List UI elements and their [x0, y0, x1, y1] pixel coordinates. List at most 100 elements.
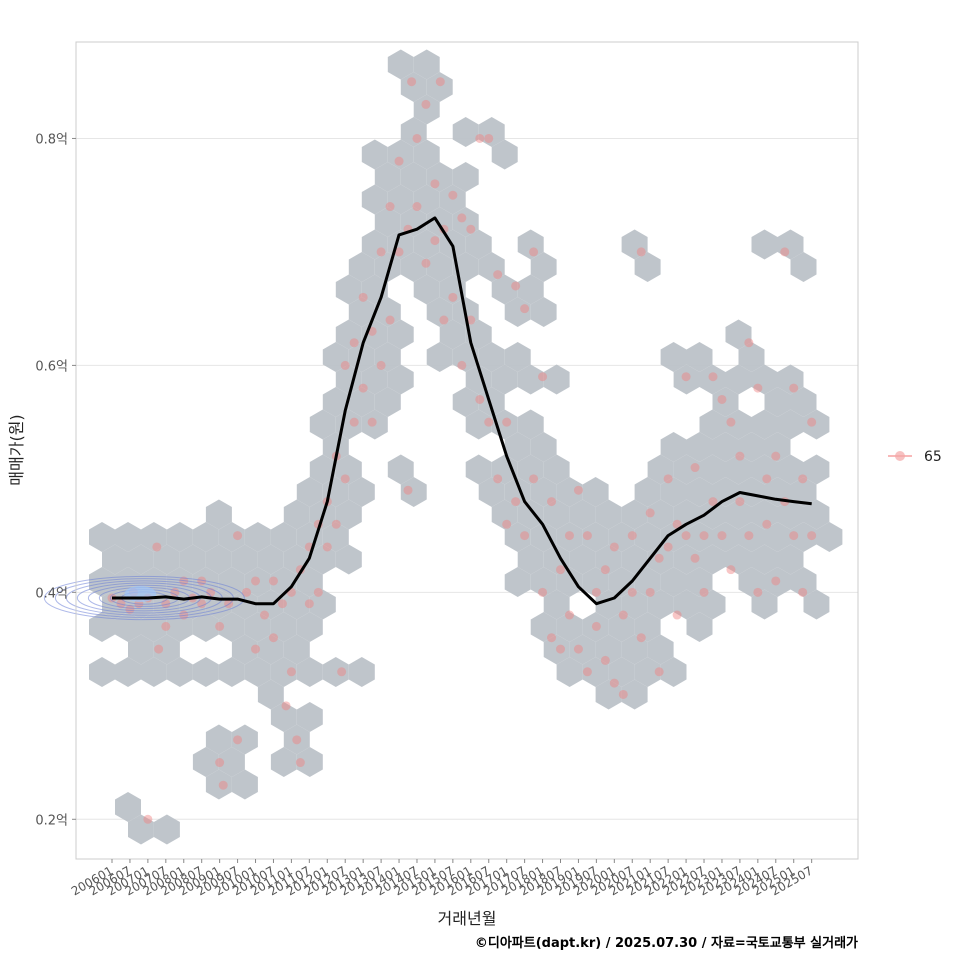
data-point — [762, 519, 772, 529]
hexbin-cell — [621, 679, 648, 710]
hexbin-cell — [348, 387, 375, 417]
hexbin-cell — [686, 342, 713, 372]
hexbin-cell — [374, 387, 401, 417]
density-peak — [124, 586, 157, 603]
data-point — [511, 281, 521, 291]
hexbin-cell — [543, 364, 570, 395]
hexbin-cell — [309, 544, 336, 575]
hexbin-cell — [582, 522, 609, 552]
hexbin-cell — [296, 657, 323, 687]
hexbin-cell — [89, 657, 115, 687]
hexbin-cell — [751, 364, 778, 395]
hexbin-cell — [647, 634, 674, 665]
hexbin-cell — [400, 477, 427, 507]
hexbin-cell — [803, 409, 830, 440]
hexbin-cell — [348, 252, 375, 282]
hexbin-cell — [660, 432, 687, 462]
hexbin-cell — [517, 274, 544, 305]
hexbin-cell — [141, 522, 167, 552]
hexbin-cell — [699, 409, 726, 440]
hexbin-cell — [647, 589, 674, 620]
hexbin-cell — [257, 679, 284, 710]
hexbin-cell — [387, 184, 414, 215]
hexbin-cell — [504, 522, 531, 552]
hexbin-cell — [790, 477, 817, 507]
data-point — [313, 587, 323, 597]
data-point — [376, 360, 386, 370]
hexbin-cell — [816, 522, 843, 552]
y-tick-label: 0.4억 — [35, 586, 68, 601]
data-point — [466, 224, 476, 234]
y-axis-ticks: 0.2억 0.4억 0.6억 0.8억 — [35, 132, 76, 828]
data-point — [591, 587, 601, 597]
hexbin-cell — [738, 477, 765, 507]
hexbin-cell — [751, 589, 778, 620]
hexbin-cell — [491, 364, 518, 395]
hexbin-cell — [699, 589, 726, 620]
hexbin-cell — [673, 589, 700, 620]
data-point — [407, 77, 417, 87]
hexbin-cell — [231, 544, 258, 575]
data-point — [295, 758, 305, 768]
hexbin-cell — [400, 252, 427, 282]
hexbin-cell — [634, 657, 661, 687]
hexbin-cell — [504, 342, 531, 372]
hexbin-cell — [686, 567, 713, 597]
y-tick-label: 0.2억 — [35, 813, 68, 828]
data-point — [520, 531, 530, 541]
hexbin-cell — [296, 477, 323, 507]
hexbin-cell — [192, 657, 219, 687]
hexbin-cell — [465, 319, 492, 350]
hexbin-cell — [102, 544, 128, 575]
hexbin-cell — [231, 634, 258, 665]
hexbin-cell — [569, 544, 596, 575]
hexbin-cell — [543, 634, 570, 665]
hexbin-cell — [556, 522, 583, 552]
hexbin-cell — [803, 589, 830, 620]
data-point — [233, 531, 243, 541]
hexbin-cell — [439, 184, 466, 215]
hexbin-cell — [426, 252, 453, 282]
hexbin-cell — [452, 387, 479, 417]
hexbin-cell — [361, 139, 388, 170]
hexbin-cell — [504, 432, 531, 462]
hexbin-cell — [89, 612, 115, 642]
data-point — [430, 236, 440, 246]
hexbin-cell — [218, 612, 245, 642]
hexbin-cell — [141, 657, 167, 687]
hexbin-cell — [621, 544, 648, 575]
data-point — [798, 474, 808, 484]
data-point — [412, 202, 422, 212]
data-point — [564, 531, 574, 541]
data-point — [609, 542, 619, 552]
data-point — [807, 531, 817, 541]
hexbin-cell — [244, 612, 271, 642]
hexbin-cell — [491, 499, 518, 530]
hexbin-cell — [582, 477, 609, 507]
hexbin-cell — [465, 409, 492, 440]
data-point — [672, 519, 682, 529]
hexbin-cell — [556, 567, 583, 597]
hexbin-cell — [530, 252, 557, 282]
plot-panel-border — [75, 41, 859, 860]
hexbin-cell — [322, 387, 349, 417]
data-point — [573, 644, 583, 654]
hexbin-cell — [322, 657, 349, 687]
hexbin-cell — [426, 72, 453, 102]
hexbin-cell — [595, 679, 622, 710]
data-point — [435, 77, 445, 87]
hexbin-cell — [478, 117, 505, 147]
data-point — [152, 542, 162, 552]
hexbin-cell — [530, 297, 557, 327]
hexbin-cell — [751, 454, 778, 485]
hexbin-cell — [803, 499, 830, 530]
hexbin-cell — [517, 544, 544, 575]
hexbin-cell — [426, 297, 453, 327]
hexbin-cell — [699, 544, 726, 575]
hexbin-cell — [244, 522, 271, 552]
hexbin-cell — [218, 747, 245, 777]
hexbin-cell — [452, 117, 479, 147]
data-point — [268, 633, 278, 643]
hexbin-cell — [270, 522, 297, 552]
